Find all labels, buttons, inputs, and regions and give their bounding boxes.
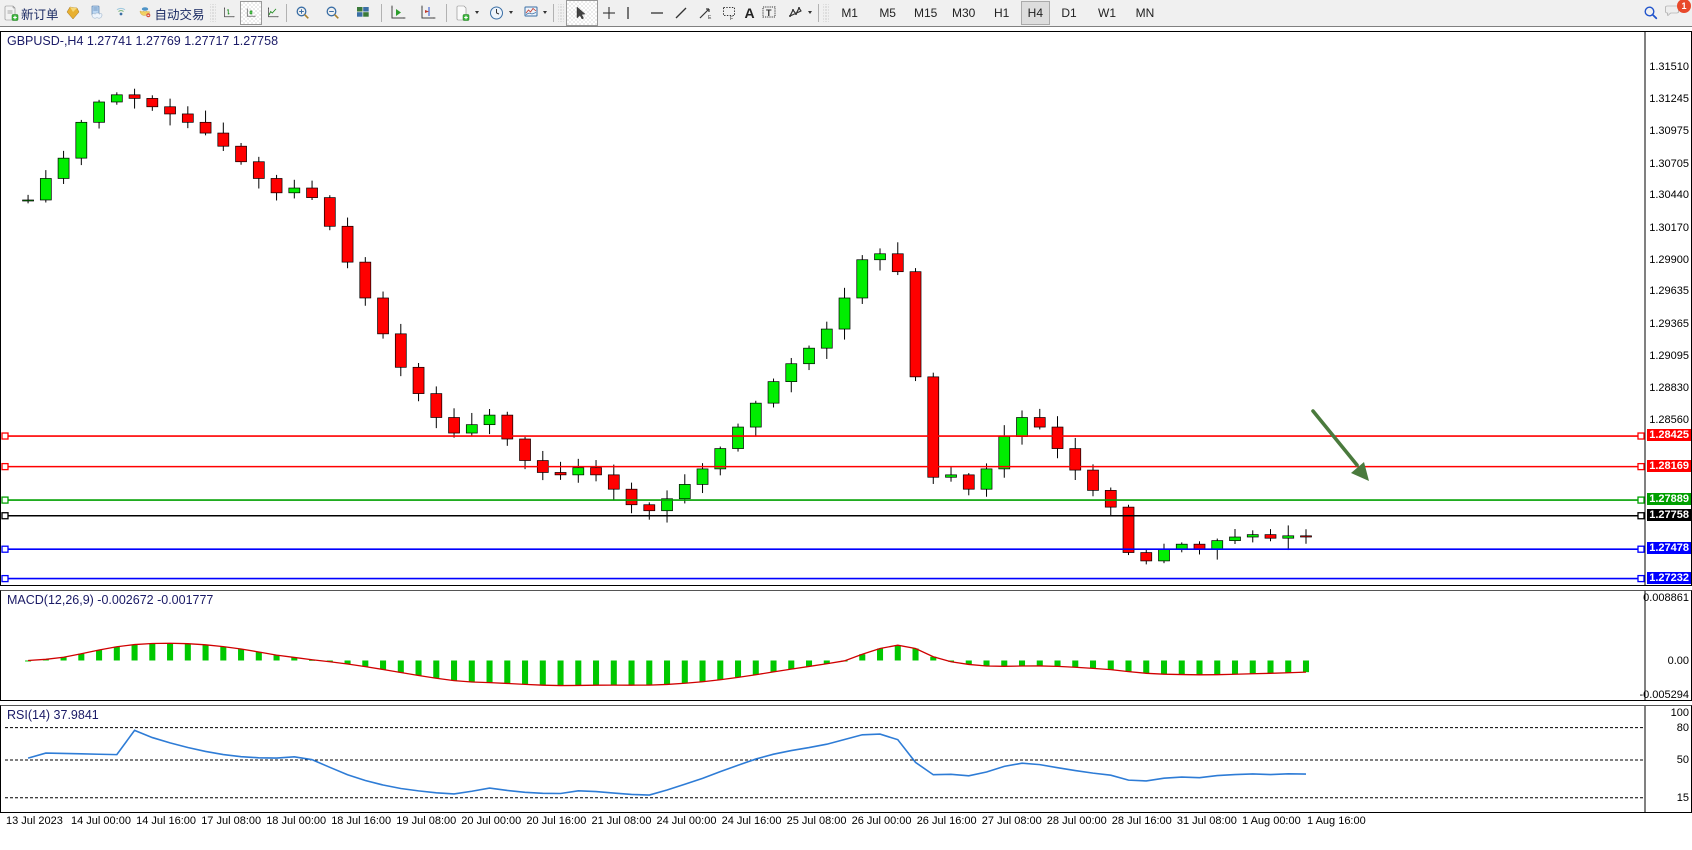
svg-text:E: E xyxy=(708,15,712,21)
svg-text:T: T xyxy=(766,8,772,18)
svg-text:F: F xyxy=(730,16,733,21)
